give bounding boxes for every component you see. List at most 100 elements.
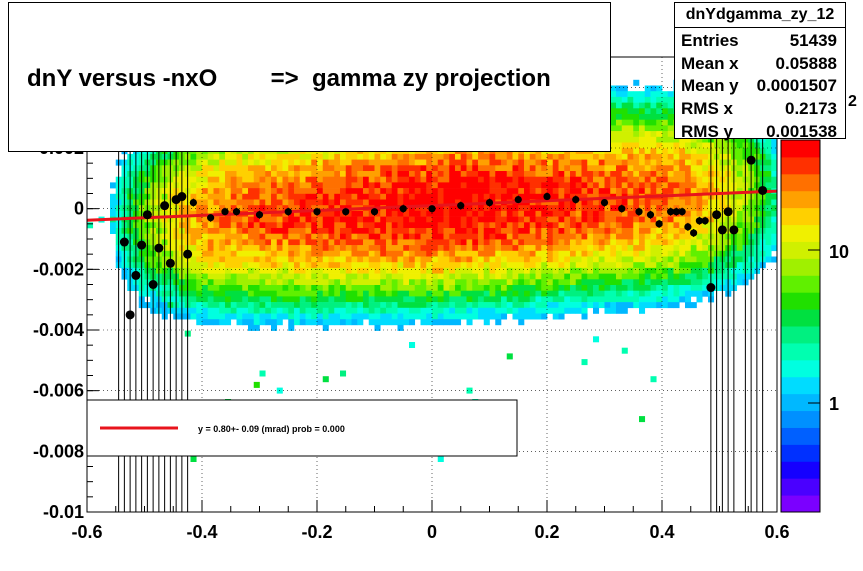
heatmap-cell — [236, 290, 243, 297]
heatmap-cell — [276, 239, 283, 246]
heatmap-cell — [443, 165, 450, 172]
heatmap-cell — [466, 182, 473, 189]
heatmap-cell — [512, 171, 519, 177]
heatmap-cell — [633, 91, 640, 98]
heatmap-cell — [455, 245, 462, 252]
heatmap-cell — [282, 307, 289, 314]
heatmap-cell — [547, 171, 554, 177]
heatmap-cell — [380, 279, 387, 286]
heatmap-cell — [409, 176, 416, 183]
heatmap-cell — [207, 273, 214, 280]
heatmap-cell — [547, 182, 554, 189]
heatmap-cell — [547, 290, 554, 297]
y-tick-label: 0 — [74, 199, 84, 219]
heatmap-cell — [328, 285, 335, 291]
heatmap-cell — [535, 307, 542, 314]
heatmap-cell — [363, 188, 370, 195]
heatmap-cell — [219, 205, 226, 212]
heatmap-cell — [593, 199, 600, 206]
heatmap-cell — [409, 279, 416, 286]
heatmap-cell — [420, 188, 427, 195]
heatmap-cell — [311, 188, 318, 195]
heatmap-cell — [575, 290, 582, 297]
heatmap-cell — [265, 273, 272, 280]
heatmap-cell — [276, 210, 283, 217]
heatmap-cell — [380, 256, 387, 263]
heatmap-cell — [391, 165, 398, 172]
heatmap-cell — [771, 233, 778, 240]
profile-point — [165, 258, 175, 268]
heatmap-cell — [225, 153, 232, 160]
heatmap-cell — [570, 188, 577, 195]
heatmap-cell — [351, 302, 358, 309]
heatmap-cell — [524, 267, 531, 274]
heatmap-cell — [225, 279, 232, 286]
heatmap-cell — [207, 153, 214, 160]
heatmap-cell — [610, 233, 617, 240]
heatmap-cell — [397, 250, 404, 257]
heatmap-cell — [322, 199, 329, 206]
heatmap-cell — [667, 176, 674, 183]
heatmap-cell — [656, 96, 663, 103]
heatmap-cell — [685, 193, 692, 200]
heatmap-cell — [621, 285, 628, 291]
heatmap-cell — [368, 176, 375, 183]
heatmap-cell — [501, 165, 508, 172]
heatmap-cell — [276, 188, 283, 195]
heatmap-cell — [581, 205, 588, 212]
heatmap-cell — [685, 182, 692, 189]
heatmap-cell — [552, 273, 559, 280]
heatmap-cell — [644, 285, 651, 291]
heatmap-cell — [662, 136, 669, 143]
heatmap-cell — [472, 228, 479, 234]
heatmap-cell — [380, 273, 387, 280]
heatmap-cell — [420, 193, 427, 200]
heatmap-cell — [529, 193, 536, 200]
heatmap-cell — [276, 285, 283, 291]
heatmap-cell — [506, 222, 513, 229]
heatmap-cell — [765, 250, 772, 257]
heatmap-cell — [414, 193, 421, 200]
heatmap-cell — [196, 188, 203, 195]
heatmap-cell — [437, 239, 444, 246]
heatmap-cell — [650, 267, 657, 274]
heatmap-cell — [535, 171, 542, 177]
heatmap-cell — [311, 176, 318, 183]
heatmap-cell — [627, 285, 634, 291]
heatmap-cell — [472, 245, 479, 252]
heatmap-cell — [265, 250, 272, 257]
heatmap-cell — [397, 159, 404, 166]
heatmap-cell — [621, 171, 628, 177]
heatmap-cell — [656, 245, 663, 252]
heatmap-cell — [294, 205, 301, 212]
heatmap-cell — [765, 165, 772, 172]
heatmap-cell — [213, 182, 220, 189]
heatmap-cell — [644, 296, 651, 303]
heatmap-cell — [690, 250, 697, 257]
heatmap-cell — [242, 159, 249, 166]
heatmap-cell — [650, 142, 657, 149]
heatmap-cell — [575, 165, 582, 172]
heatmap-cell — [478, 245, 485, 252]
profile-point — [667, 208, 675, 216]
heatmap-cell — [650, 136, 657, 143]
heatmap-cell — [317, 239, 324, 246]
heatmap-cell — [437, 182, 444, 189]
heatmap-cell — [621, 108, 628, 115]
heatmap-cell — [328, 165, 335, 172]
heatmap-cell — [225, 216, 232, 223]
heatmap-cell — [650, 222, 657, 229]
heatmap-cell — [616, 279, 623, 286]
heatmap-cell — [196, 313, 203, 320]
heatmap-cell — [529, 210, 536, 217]
heatmap-cell — [512, 228, 519, 234]
heatmap-cell — [449, 285, 456, 291]
heatmap-cell — [265, 267, 272, 274]
heatmap-cell — [299, 239, 306, 246]
heatmap-cell — [587, 193, 594, 200]
heatmap-cell — [305, 267, 312, 274]
heatmap-cell — [529, 153, 536, 160]
heatmap-cell — [685, 250, 692, 257]
heatmap-cell — [633, 262, 640, 269]
heatmap-cell — [437, 216, 444, 223]
